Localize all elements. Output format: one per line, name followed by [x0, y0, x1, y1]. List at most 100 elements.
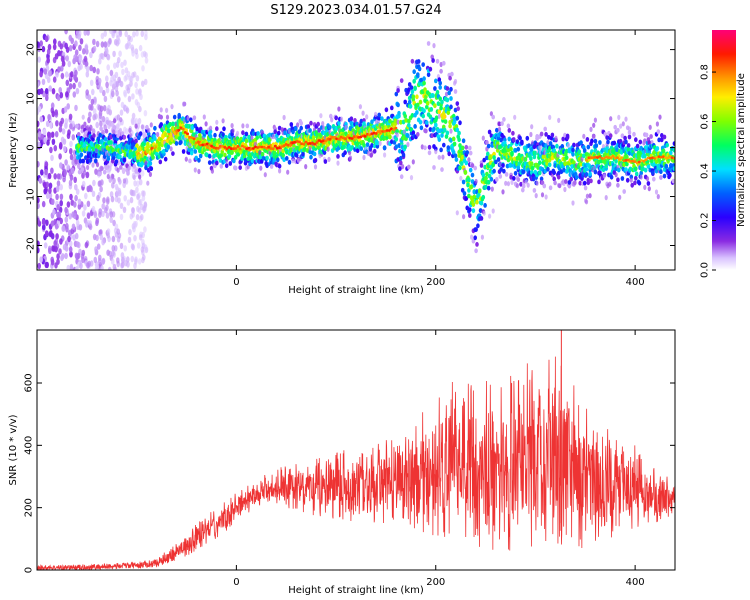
heatmap-cell [461, 179, 466, 185]
heatmap-cell [449, 128, 453, 134]
heatmap-cell [132, 226, 136, 233]
heatmap-cell [580, 156, 584, 162]
heatmap-cell [490, 143, 495, 148]
heatmap-cell [271, 147, 275, 151]
heatmap-cell [95, 217, 100, 224]
heatmap-cell [109, 30, 113, 35]
heatmap-cell [584, 172, 589, 177]
heatmap-cell [91, 88, 95, 96]
heatmap-cell [134, 81, 138, 89]
heatmap-cell [174, 141, 179, 146]
heatmap-cell [103, 95, 108, 103]
heatmap-cell [140, 161, 145, 166]
heatmap-cell [416, 72, 420, 77]
heatmap-cell [214, 146, 218, 150]
heatmap-cell [296, 122, 300, 128]
heatmap-cell [657, 137, 661, 143]
spectrogram-y-tick-label: 0 [26, 144, 37, 150]
heatmap-cell [105, 87, 110, 94]
heatmap-cell [465, 150, 470, 155]
heatmap-cell [585, 158, 589, 162]
heatmap-cell [69, 123, 73, 130]
heatmap-cell [440, 167, 444, 173]
heatmap-cell [552, 170, 556, 176]
heatmap-cell [439, 61, 443, 68]
heatmap-cell [322, 125, 326, 131]
heatmap-cell [453, 78, 458, 85]
heatmap-cell [403, 113, 408, 119]
heatmap-cell [664, 163, 669, 169]
heatmap-cell [470, 234, 474, 240]
heatmap-cell [53, 38, 57, 45]
heatmap-cell [467, 157, 471, 163]
heatmap-cell [639, 174, 643, 180]
heatmap-cell [294, 153, 299, 158]
heatmap-cell [37, 141, 41, 148]
heatmap-cell [46, 76, 51, 84]
heatmap-cell [396, 102, 400, 108]
heatmap-cell [377, 112, 382, 118]
heatmap-cell [304, 164, 308, 170]
heatmap-cell [330, 135, 334, 139]
heatmap-cell [37, 161, 40, 168]
heatmap-cell [227, 153, 232, 159]
heatmap-cell [608, 181, 612, 187]
heatmap-cell [68, 246, 73, 253]
heatmap-cell [73, 176, 77, 183]
heatmap-cell [73, 201, 77, 208]
heatmap-cell [359, 135, 363, 139]
heatmap-cell [139, 93, 143, 101]
heatmap-cell [64, 216, 69, 223]
heatmap-cell [64, 252, 68, 260]
heatmap-cell [471, 202, 476, 208]
heatmap-cell [365, 114, 369, 120]
heatmap-cell [492, 155, 496, 160]
heatmap-cell [571, 151, 575, 157]
heatmap-cell [86, 65, 90, 73]
heatmap-cell [60, 55, 65, 63]
heatmap-cell [101, 210, 105, 218]
heatmap-cell [563, 186, 567, 193]
heatmap-cell [169, 146, 173, 152]
heatmap-cell [80, 167, 85, 172]
heatmap-cell [93, 256, 98, 264]
heatmap-cell [56, 253, 60, 260]
heatmap-cell [56, 258, 60, 265]
heatmap-cell [193, 149, 198, 154]
heatmap-cell [276, 137, 281, 143]
heatmap-cell [93, 158, 98, 164]
heatmap-cell [162, 148, 166, 154]
heatmap-cell [287, 128, 292, 134]
heatmap-cell [91, 190, 96, 197]
heatmap-cell [439, 147, 443, 153]
heatmap-cell [39, 40, 43, 47]
heatmap-cell [82, 48, 86, 55]
heatmap-cell [410, 58, 415, 64]
heatmap-cell [148, 161, 153, 166]
heatmap-cell [92, 38, 96, 46]
spectrogram-y-tick-label: -20 [26, 237, 37, 253]
snr-line [37, 356, 675, 570]
heatmap-cell [146, 144, 150, 150]
heatmap-cell [142, 205, 146, 212]
heatmap-cell [619, 149, 624, 155]
heatmap-cell [515, 183, 520, 189]
heatmap-cell [60, 72, 65, 80]
heatmap-cell [69, 153, 74, 161]
heatmap-cell [416, 102, 420, 108]
heatmap-cell [403, 99, 408, 105]
heatmap-cell [588, 171, 592, 177]
heatmap-cell [626, 158, 630, 162]
heatmap-cell [425, 104, 429, 110]
heatmap-cell [83, 121, 87, 127]
heatmap-cell [459, 175, 463, 181]
heatmap-cell [140, 170, 145, 177]
heatmap-cell [109, 191, 114, 198]
heatmap-cell [46, 139, 50, 146]
heatmap-cell [627, 134, 632, 140]
heatmap-cell [350, 137, 354, 140]
heatmap-cell [37, 202, 40, 210]
heatmap-cell [468, 207, 472, 213]
heatmap-cell [251, 131, 256, 137]
heatmap-cell [132, 150, 137, 155]
